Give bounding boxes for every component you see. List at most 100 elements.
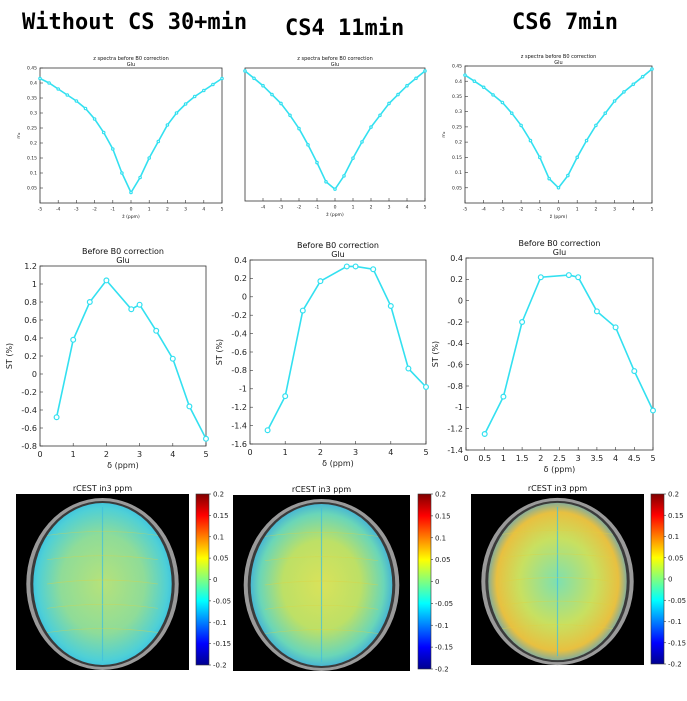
- y-tick-label: 0.1: [30, 171, 37, 177]
- x-tick-label: 5: [651, 207, 654, 213]
- y-tick-label: 0.8: [24, 298, 37, 307]
- plot-axes-box: [249, 259, 427, 445]
- y-tick-label: 0.3: [30, 111, 37, 117]
- x-tick-label: 0: [557, 207, 560, 213]
- x-tick-label: 2: [318, 448, 323, 457]
- column-title-cs6: CS6 7min: [512, 10, 618, 35]
- y-tick-label: 0.35: [452, 94, 462, 100]
- data-point: [612, 99, 617, 103]
- x-tick-label: 1: [501, 454, 506, 463]
- data-point: [136, 301, 143, 308]
- y-tick-label: 0.2: [30, 141, 37, 147]
- x-tick-label: 3: [576, 454, 581, 463]
- data-point: [575, 274, 582, 281]
- x-tick-label: 3: [137, 450, 142, 459]
- data-point: [650, 67, 654, 71]
- x-tick-label: 1.5: [516, 454, 529, 463]
- data-point: [414, 76, 418, 81]
- y-tick-label: -1.2: [231, 403, 247, 412]
- chart-title: z spectra before B0 correction: [93, 56, 169, 62]
- data-point: [128, 306, 135, 313]
- x-tick-label: -3: [279, 205, 284, 211]
- x-tick-label: -5: [38, 207, 43, 213]
- data-point: [203, 435, 210, 442]
- data-point: [47, 81, 51, 85]
- y-tick-label: 0.25: [452, 124, 462, 130]
- y-tick-label: 0: [242, 293, 247, 302]
- y-axis-label: ST (%): [431, 341, 440, 367]
- data-point: [509, 111, 514, 115]
- data-point: [566, 173, 570, 178]
- colorbar-tick-label: 0.05: [668, 554, 684, 562]
- data-point: [147, 156, 152, 160]
- x-tick-label: 0: [463, 454, 468, 463]
- series-line: [464, 68, 653, 190]
- y-tick-label: -0.4: [21, 406, 37, 415]
- brain-texture: [264, 556, 379, 562]
- data-point: [165, 123, 170, 127]
- data-point: [169, 355, 176, 362]
- y-tick-label: -0.8: [21, 442, 37, 451]
- y-axis-label: mₖ: [17, 132, 22, 138]
- colorbar-tick-label: -0.1: [213, 619, 227, 627]
- plot-axes-box: [39, 265, 207, 447]
- x-tick-label: 4.5: [628, 454, 641, 463]
- data-point: [156, 139, 161, 144]
- y-tick-label: 1.2: [24, 262, 37, 271]
- data-point: [594, 123, 598, 128]
- data-point: [138, 175, 142, 180]
- data-point: [288, 113, 292, 118]
- y-tick-label: 0.3: [455, 109, 462, 115]
- y-tick-label: 0.15: [452, 155, 462, 161]
- data-point: [481, 431, 488, 438]
- colorbar-tick-label: 0.2: [213, 491, 224, 499]
- x-tick-label: -4: [481, 207, 486, 213]
- colorbar-tick-label: -0.05: [435, 600, 453, 608]
- chart-title: Before B0 correction: [82, 247, 164, 256]
- data-point: [423, 69, 427, 73]
- data-point: [396, 92, 400, 97]
- y-tick-label: 0.2: [455, 140, 462, 146]
- data-point: [528, 138, 533, 143]
- y-tick-label: 0.2: [234, 274, 247, 283]
- y-tick-label: -0.2: [21, 388, 37, 397]
- y-tick-label: 0.2: [450, 275, 463, 284]
- x-tick-label: 3: [184, 207, 187, 213]
- data-point: [264, 427, 271, 434]
- data-point: [405, 83, 409, 88]
- plot-axes-box: [464, 65, 653, 204]
- brain-texture: [502, 553, 613, 559]
- x-tick-label: 1: [352, 205, 355, 211]
- data-point: [86, 299, 93, 306]
- colorbar-tick-label: -0.05: [213, 597, 231, 605]
- data-point: [92, 117, 97, 121]
- y-tick-label: -0.6: [21, 424, 37, 433]
- y-tick-label: 1: [32, 280, 37, 289]
- data-point: [333, 187, 337, 191]
- colorbar-tick-label: -0.1: [435, 622, 449, 630]
- data-point: [270, 92, 274, 97]
- chart-title: Before B0 correction: [518, 239, 600, 248]
- data-point: [192, 94, 197, 99]
- data-point: [111, 147, 115, 151]
- data-point: [500, 100, 505, 105]
- x-tick-label: 0.5: [478, 454, 491, 463]
- x-tick-label: 0: [130, 207, 133, 213]
- colorbar-tick-label: 0.1: [213, 533, 224, 541]
- data-point: [369, 125, 373, 129]
- y-tick-label: -0.2: [447, 318, 463, 327]
- x-tick-label: -2: [92, 207, 97, 213]
- y-tick-label: -1: [455, 403, 463, 412]
- y-tick-label: 0.05: [452, 185, 462, 191]
- x-axis-label: δ (ppm): [544, 465, 576, 474]
- colorbar-tick-label: -0.2: [213, 662, 227, 670]
- brain-texture: [264, 604, 379, 610]
- data-point: [65, 93, 70, 97]
- y-axis-label: ST (%): [215, 339, 224, 365]
- x-axis-label: ž (ppm): [550, 213, 568, 220]
- data-point: [183, 102, 188, 106]
- y-tick-label: -0.6: [231, 348, 247, 357]
- y-tick-label: -1: [239, 385, 247, 394]
